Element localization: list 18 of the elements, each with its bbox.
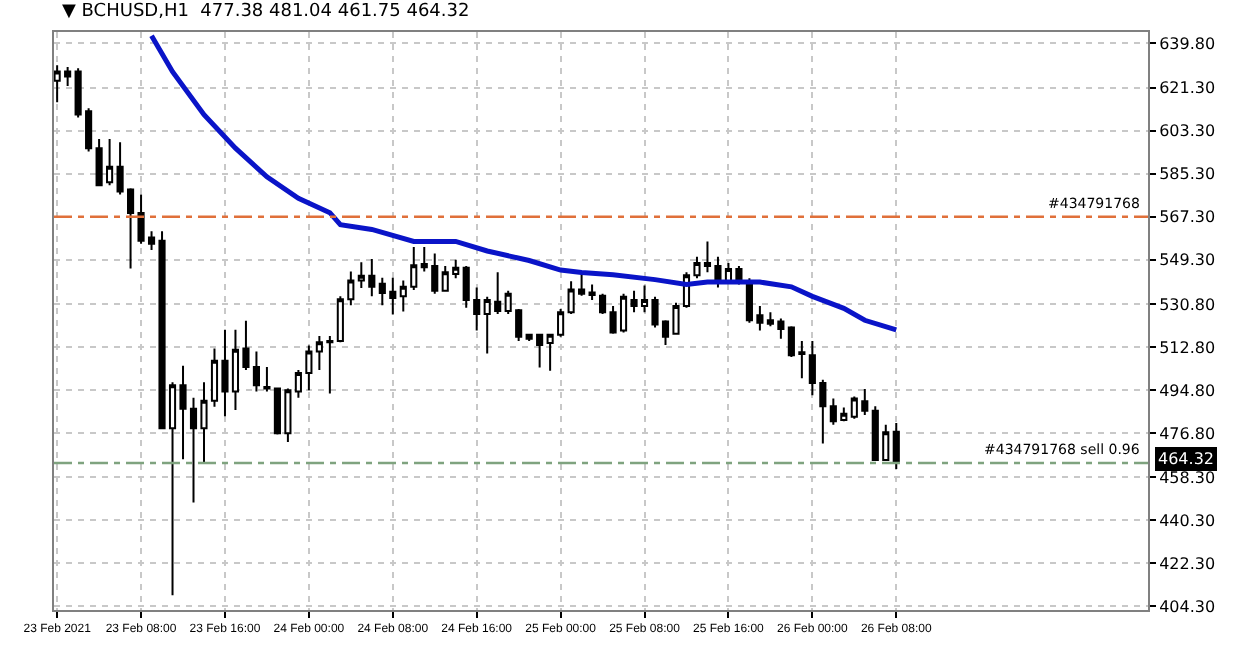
y-tick-label: 476.80: [1159, 424, 1216, 443]
y-tick-label: 567.30: [1159, 208, 1216, 227]
y-tick-label: 603.30: [1159, 122, 1216, 141]
line-series: [149, 33, 899, 333]
y-tick-label: 512.80: [1159, 338, 1216, 357]
y-tick-label: 494.80: [1159, 381, 1216, 400]
y-tick-label: 422.30: [1159, 554, 1216, 573]
y-tick-label: 404.30: [1159, 598, 1216, 617]
y-tick-label: 530.80: [1159, 295, 1216, 314]
y-tick-label: 458.30: [1159, 468, 1216, 487]
y-tick-label: 549.30: [1159, 251, 1216, 270]
y-tick-label: 585.30: [1159, 165, 1216, 184]
y-tick-label: 440.30: [1159, 511, 1216, 530]
y-tick-label: 639.80: [1159, 35, 1216, 54]
ref-line-label: 464.32: [1158, 450, 1214, 468]
candlestick: [892, 421, 900, 471]
chart-title: ▼ BCHUSD,H1 477.38 481.04 461.75 464.32: [62, 1, 470, 22]
y-tick-label: 621.30: [1159, 79, 1216, 98]
